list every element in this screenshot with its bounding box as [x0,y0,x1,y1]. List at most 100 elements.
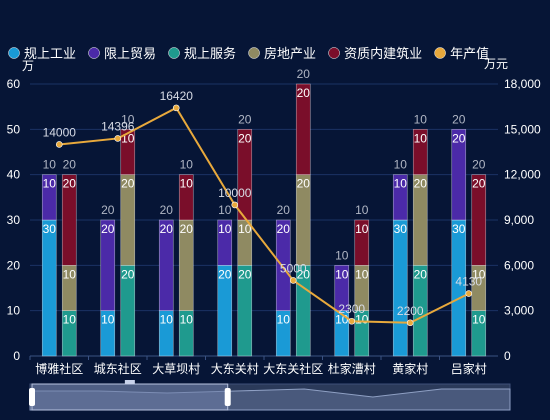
y-left-tick-label: 30 [7,213,21,227]
legend-label: 资质内建筑业 [344,46,422,61]
bar-segment [392,174,408,221]
stack-top-label: 10 [121,112,135,126]
stack-top-label: 10 [355,203,369,217]
y-right-tick-label: 15,000 [504,122,541,136]
bar-value-label: 20 [160,222,174,236]
x-tick-label: 博雅社区 [35,361,83,376]
legend-label: 年产值 [450,46,489,61]
bar-value-label: 20 [101,222,115,236]
bar-value-label: 10 [63,267,77,281]
y-right-tick-label: 6,000 [504,258,534,272]
y-left-tick-label: 0 [13,349,20,363]
y-right-tick-label: 12,000 [504,168,541,182]
bar-value-label: 20 [218,267,232,281]
bar-value-label: 10 [180,177,194,191]
zoom-slider-window[interactable] [31,383,229,411]
bar-value-label: 10 [43,177,57,191]
stack-top-label: 10 [218,203,232,217]
legend-label: 规上服务 [184,46,236,61]
legend-item[interactable]: 年产值 [434,46,490,61]
line-value-label: 5000 [280,261,307,275]
legend-item[interactable]: 规上工业 [8,46,77,61]
bar-value-label: 10 [63,313,77,327]
stack-top-label: 20 [238,112,252,126]
bar-segment [158,219,174,311]
bar-segment [412,129,428,175]
bar-value-label: 20 [121,177,135,191]
y-left-unit: 万 [22,59,34,73]
bar-value-label: 20 [297,177,311,191]
x-tick-label: 城东社区 [94,361,142,376]
bar-segment [451,129,467,221]
stack-top-label: 20 [101,203,115,217]
bar-value-label: 10 [355,222,369,236]
stack-top-label: 20 [297,67,311,81]
legend-item[interactable]: 规上服务 [168,46,237,61]
bar-segment [178,174,194,221]
bar-value-label: 30 [43,222,57,236]
bar-segment [120,129,136,175]
legend-item[interactable]: 房地产业 [248,46,317,61]
bar-value-label: 10 [414,131,428,145]
legend-item[interactable]: 限上贸易 [88,46,157,61]
bar-value-label: 20 [414,177,428,191]
legend-swatch [168,47,180,59]
bar-segment [275,219,291,311]
line-value-label: 2200 [397,304,424,318]
bar-value-label: 20 [121,267,135,281]
bar-value-label: 10 [218,222,232,236]
bar-value-label: 10 [238,222,252,236]
y-right-tick-label: 3,000 [504,304,534,318]
line-value-label: 2300 [338,302,365,316]
legend-label: 限上贸易 [104,46,156,61]
zoom-slider-move-handle[interactable] [124,380,135,384]
stack-top-label: 20 [277,203,291,217]
bar-value-label: 10 [101,313,115,327]
line-value-label: 14000 [43,125,77,139]
bar-segment [334,265,350,311]
line-value-label: 16420 [160,89,194,103]
bar-value-label: 10 [277,313,291,327]
line-series-annual-output [59,106,470,324]
legend-swatch [328,47,340,59]
bar-value-label: 10 [160,313,174,327]
y-left-tick-label: 10 [7,304,21,318]
legend-label: 规上工业 [24,46,76,61]
stack-top-label: 10 [394,158,408,172]
bar-value-label: 10 [335,267,349,281]
x-tick-label: 大草坝村 [152,362,200,376]
y-right-tick-label: 9,000 [504,213,534,227]
y-left-tick-label: 60 [7,77,21,91]
stack-top-label: 10 [43,158,57,172]
bar-value-label: 20 [297,86,311,100]
bar-segment [217,219,233,266]
zoom-slider-handle[interactable] [224,388,231,406]
stack-top-label: 10 [180,158,194,172]
bar-value-label: 10 [355,267,369,281]
line-point [55,141,63,148]
legend-swatch [88,47,100,59]
line-point [114,135,122,142]
legend-item[interactable]: 资质内建筑业 [328,46,423,61]
legend-swatch [434,47,446,59]
bar-value-label: 20 [238,267,252,281]
bar-segment [237,129,253,221]
bar-segment [41,174,57,221]
bar-value-label: 20 [297,267,311,281]
x-tick-label: 大东关社区 [263,361,323,376]
bar-segment [100,219,116,311]
bar-value-label: 10 [394,177,408,191]
bar-value-label: 20 [472,177,486,191]
bar-value-label: 10 [472,313,486,327]
line-point [231,201,239,209]
bar-value-label: 30 [452,222,466,236]
bar-value-label: 20 [63,177,77,191]
stack-top-label: 20 [63,158,77,172]
zoom-slider-handle[interactable] [29,388,35,406]
bar-value-label: 20 [414,267,428,281]
stack-top-label: 20 [452,112,466,126]
x-tick-label: 吕家村 [451,361,487,376]
x-tick-label: 黄家村 [392,361,428,376]
x-tick-label: 大东关村 [211,362,259,376]
